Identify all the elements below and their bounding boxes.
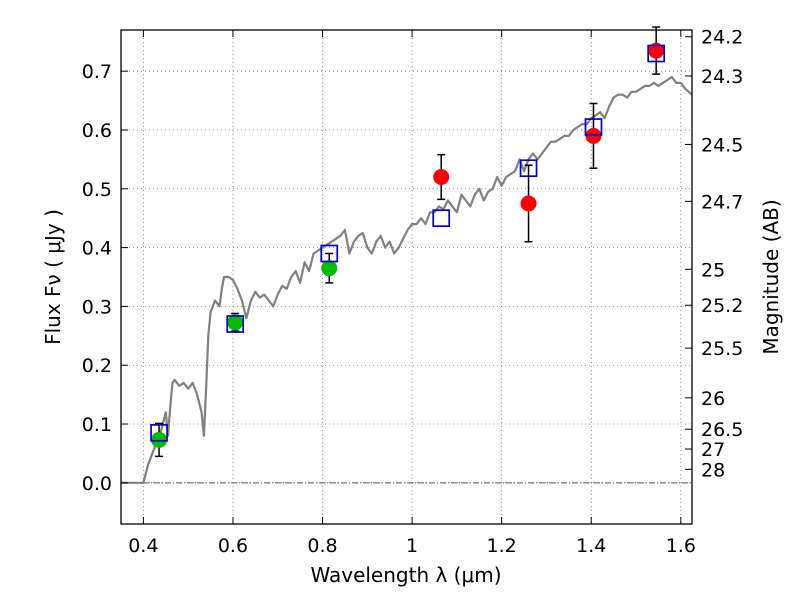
y-tick-label: 0.1 [82,414,112,436]
model-box-marker [320,244,339,263]
plot-frame [120,29,693,525]
magnitude-tick-label: 25.2 [701,295,743,317]
y-tick-label: 0.5 [82,179,112,201]
y-tick-label: 0.6 [82,120,112,142]
x-tick-labels: 0.4 0.6 0.8 1 1.2 1.4 1.6 [128,535,696,557]
x-tick-label: 1.2 [487,535,517,557]
x-tick-label: 0.8 [307,535,337,557]
green-points-group [151,260,338,448]
magnitude-tick-label: 25 [701,259,725,281]
red-data-point [520,195,537,212]
x-tick-label: 1.6 [666,535,696,557]
model-boxes-group [150,44,666,442]
magnitude-tick-label: 25.5 [701,338,743,360]
magnitude-tick-label: 28 [701,459,725,481]
magnitude-tick-label: 24.2 [701,27,743,49]
y-tick-label: 0.4 [82,238,112,260]
y2-axis-title: Magnitude (AB) [759,199,783,354]
green-data-point [321,260,338,277]
model-box-marker [226,315,245,333]
magnitude-tick-label: 24.5 [701,134,743,156]
magnitude-tick-label: 27 [701,439,725,461]
x-axis-title: Wavelength λ (μm) [310,563,501,587]
y-tick-label: 0.2 [82,355,112,377]
red-data-point [648,42,665,59]
x-tick-label: 0.4 [128,535,158,557]
model-box-marker [150,423,168,442]
y-tick-labels: 0.0 0.1 0.2 0.3 0.4 0.5 0.6 0.7 [82,61,112,495]
y-tick-label: 0.7 [82,61,112,83]
model-spectrum-line [121,75,693,484]
magnitude-tick-label: 26 [701,388,725,410]
y-tick-label: 0.0 [82,473,112,495]
plot-background [121,30,692,524]
x-tick-label: 1 [406,535,418,557]
red-points-group [433,42,665,212]
magnitude-tick-label: 24.7 [701,191,743,213]
magnitude-tick-label: 24.3 [701,66,743,88]
red-data-point [433,169,450,186]
model-box-marker [647,44,666,63]
model-box-marker [519,159,538,178]
model-spectrum-group [121,75,693,484]
ticks-group [121,30,692,524]
model-box-marker [432,209,451,228]
y-tick-label: 0.3 [82,296,112,318]
green-data-point [227,314,244,331]
x-tick-label: 1.4 [576,535,606,557]
green-data-point [151,431,168,448]
magnitude-tick-label: 26.5 [701,419,743,441]
x-tick-label: 0.6 [218,535,248,557]
y-axis-title: Flux Fν ( μJy ) [41,209,65,345]
model-box-marker [584,118,603,136]
